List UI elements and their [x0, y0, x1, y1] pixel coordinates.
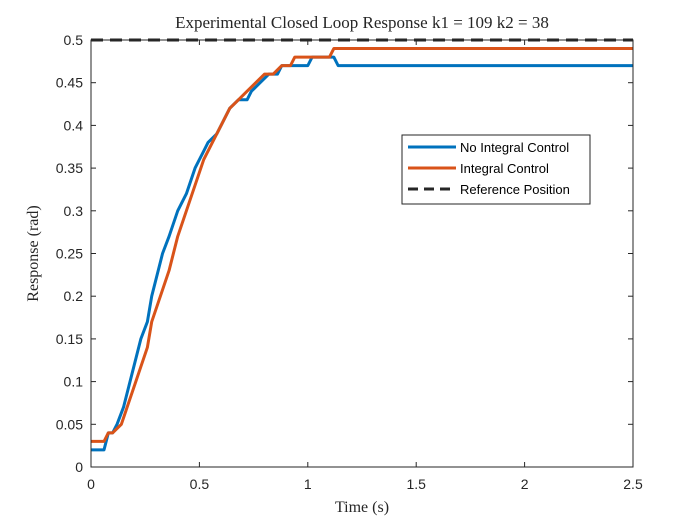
x-tick-label: 2 [521, 476, 529, 492]
legend-label-1: Integral Control [460, 161, 549, 176]
x-axis-label: Time (s) [335, 499, 389, 516]
x-tick-label: 1 [304, 476, 312, 492]
y-tick-label: 0.3 [64, 203, 84, 219]
y-tick-label: 0 [75, 459, 83, 475]
y-tick-label: 0.45 [56, 75, 83, 91]
legend-label-0: No Integral Control [460, 140, 569, 155]
y-tick-label: 0.15 [56, 331, 83, 347]
y-tick-label: 0.05 [56, 416, 83, 432]
legend: No Integral Control Integral Control Refer… [401, 134, 591, 205]
ticks-layer: 0 0.5 1 1.5 2 2.5 0 0.05 0.1 0.15 0.2 0.25 0.3 0.35 0.… [56, 32, 643, 492]
y-tick-label: 0.35 [56, 160, 83, 176]
y-tick-label: 0.1 [64, 374, 84, 390]
y-tick-label: 0.25 [56, 246, 83, 262]
plot-area [91, 40, 633, 467]
legend-label-2: Reference Position [460, 182, 570, 197]
chart-title: Experimental Closed Loop Response k1 = 1… [175, 13, 549, 32]
y-tick-label: 0.4 [64, 117, 84, 133]
x-tick-label: 0.5 [190, 476, 210, 492]
y-axis-label: Response (rad) [25, 205, 42, 301]
x-tick-label: 0 [87, 476, 95, 492]
y-tick-label: 0.5 [64, 32, 84, 48]
y-tick-label: 0.2 [64, 288, 84, 304]
x-tick-label: 2.5 [623, 476, 643, 492]
series-line-1 [91, 47, 633, 443]
x-tick-label: 1.5 [406, 476, 426, 492]
